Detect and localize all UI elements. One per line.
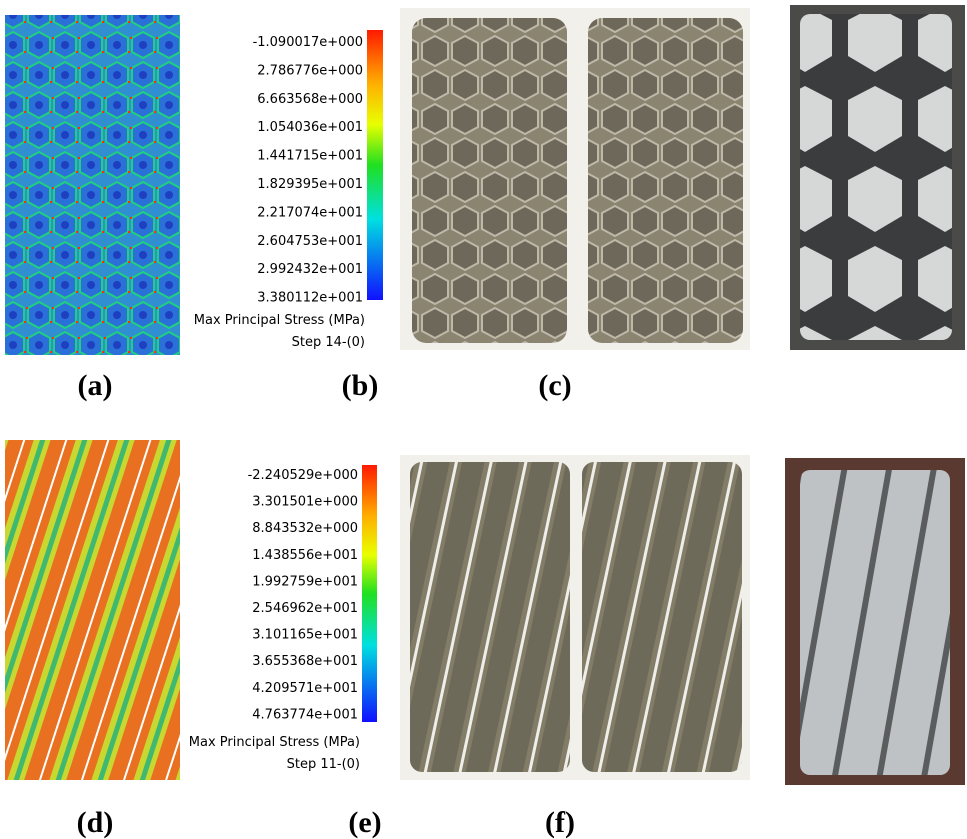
step-label: Step 14-(0) [292, 335, 365, 350]
colorbar-label: 8.843532e+000 [252, 521, 358, 536]
colorbar-label: 4.209571e+001 [252, 681, 358, 696]
colorbar-label: 1.829395e+001 [257, 177, 363, 192]
specimen-photo [588, 18, 743, 343]
panel-label: (c) [538, 369, 571, 402]
figure: -1.090017e+000 2.786776e+000 6.663568e+000… [0, 0, 967, 839]
specimen-photo [800, 470, 950, 775]
colorbar-label: 1.441715e+001 [257, 149, 363, 164]
colorbar-label: 6.663568e+000 [257, 92, 363, 107]
colorbar-label: -1.090017e+000 [253, 35, 363, 50]
colorbar-label: 2.546962e+001 [252, 601, 358, 616]
panel-label: (f) [545, 806, 575, 839]
colorbar-label: 1.992759e+001 [252, 574, 358, 589]
colorbar-title: Max Principal Stress (MPa) [189, 735, 360, 750]
specimen-photo [800, 14, 952, 340]
colorbar-label: 1.054036e+001 [257, 120, 363, 135]
colorbar-label: 4.763774e+001 [252, 707, 358, 722]
colorbar [367, 30, 383, 300]
colorbar-label: 2.992432e+001 [257, 262, 363, 277]
colorbar-title: Max Principal Stress (MPa) [194, 313, 365, 328]
specimen-photo [412, 18, 567, 343]
colorbar-label: 2.217074e+001 [257, 205, 363, 220]
colorbar-label: 2.604753e+001 [257, 234, 363, 249]
colorbar-label: 2.786776e+000 [257, 63, 363, 78]
panel-label: (b) [342, 369, 379, 402]
panel-label: (d) [77, 806, 114, 839]
colorbar-label: 3.380112e+001 [257, 291, 363, 306]
specimen-photo [410, 462, 570, 772]
colorbar-label: -2.240529e+000 [248, 468, 358, 483]
specimen-photo [582, 462, 742, 772]
step-label: Step 11-(0) [287, 757, 360, 772]
panel-label: (e) [348, 806, 381, 839]
simulation-image [5, 15, 180, 355]
colorbar-label: 3.655368e+001 [252, 654, 358, 669]
colorbar [362, 465, 377, 722]
colorbar-label: 3.101165e+001 [252, 628, 358, 643]
simulation-image [5, 440, 180, 780]
panel-label: (a) [78, 369, 113, 402]
colorbar-label: 1.438556e+001 [252, 548, 358, 563]
colorbar-label: 3.301501e+000 [252, 495, 358, 510]
